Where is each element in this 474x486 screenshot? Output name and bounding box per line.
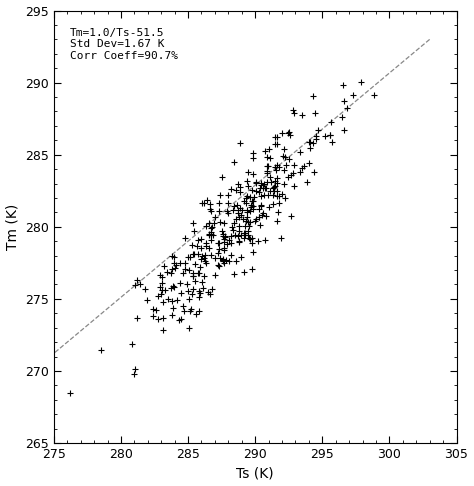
Y-axis label: Tm (K): Tm (K) bbox=[6, 204, 19, 250]
Text: Tm=1.0/Ts-51.5
Std Dev=1.67 K
Corr Coeff=90.7%: Tm=1.0/Ts-51.5 Std Dev=1.67 K Corr Coeff… bbox=[70, 28, 178, 61]
X-axis label: Ts (K): Ts (K) bbox=[237, 467, 274, 481]
